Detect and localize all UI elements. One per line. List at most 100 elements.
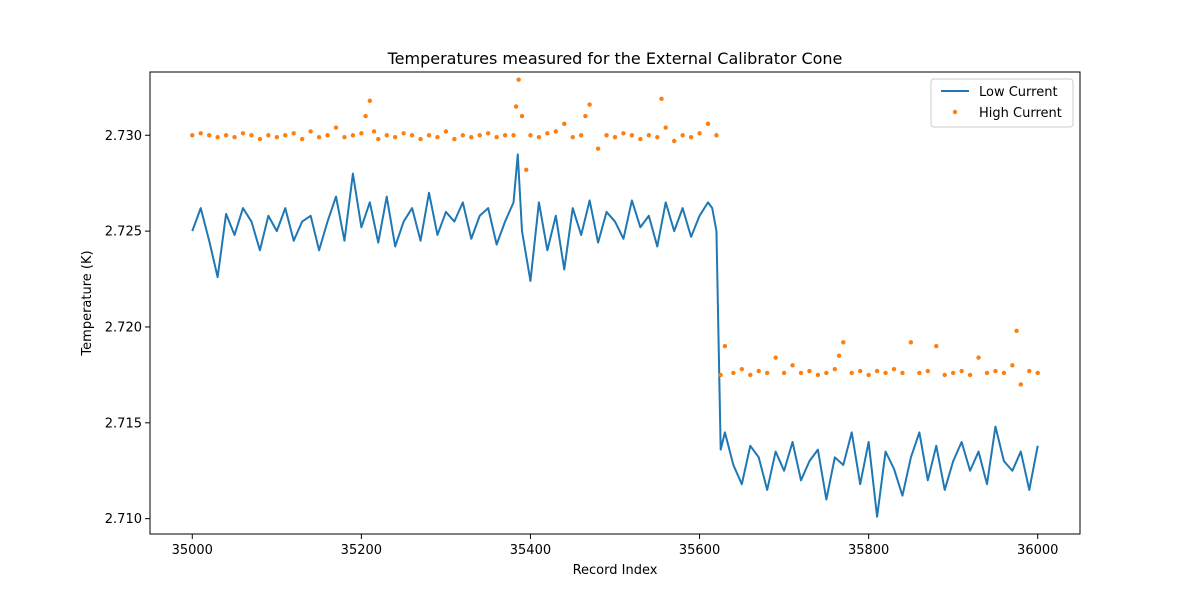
scatter-point-high-current <box>798 370 804 376</box>
scatter-point-high-current <box>570 134 575 140</box>
scatter-point-high-current <box>857 368 863 374</box>
scatter-point-high-current <box>718 372 723 378</box>
scatter-point-high-current <box>705 121 711 126</box>
chart-title: Temperatures measured for the External C… <box>387 49 843 68</box>
scatter-point-high-current <box>836 353 842 358</box>
scatter-point-high-current <box>815 372 821 378</box>
scatter-point-high-current <box>342 134 347 140</box>
scatter-point-high-current <box>316 134 322 140</box>
scatter-point-high-current <box>587 102 592 107</box>
scatter-point-high-current <box>502 133 508 138</box>
scatter-point-high-current <box>849 370 854 376</box>
scatter-point-high-current <box>198 131 203 136</box>
scatter-point-high-current <box>392 134 398 140</box>
scatter-point-high-current <box>984 370 990 376</box>
plot-series-group <box>190 77 1040 518</box>
scatter-point-high-current <box>435 134 440 140</box>
scatter-point-high-current <box>646 133 652 138</box>
scatter-point-high-current <box>731 370 736 376</box>
scatter-point-high-current <box>291 131 296 136</box>
scatter-point-high-current <box>714 133 719 138</box>
scatter-point-high-current <box>350 133 356 138</box>
scatter-point-high-current <box>223 133 229 138</box>
scatter-point-high-current <box>494 134 499 140</box>
scatter-point-high-current <box>663 125 668 130</box>
scatter-point-high-current <box>950 370 956 376</box>
scatter-point-high-current <box>993 368 998 374</box>
scatter-point-high-current <box>1018 382 1024 387</box>
x-tick-label: 35800 <box>848 543 889 558</box>
scatter-point-high-current <box>274 134 280 140</box>
scatter-point-high-current <box>583 113 588 119</box>
scatter-point-high-current <box>371 129 377 134</box>
x-tick-label: 35600 <box>679 543 720 558</box>
scatter-point-high-current <box>824 370 829 376</box>
scatter-point-high-current <box>562 121 567 126</box>
y-axis: 2.710 2.715 2.720 2.725 2.730 <box>105 129 150 527</box>
scatter-point-high-current <box>401 131 406 136</box>
scatter-point-high-current <box>976 355 981 360</box>
scatter-point-high-current <box>638 136 643 142</box>
x-tick-label: 36000 <box>1017 543 1058 558</box>
scatter-point-high-current <box>409 133 415 138</box>
scatter-point-high-current <box>190 133 195 138</box>
scatter-point-high-current <box>773 355 778 360</box>
legend-marker-high-current <box>952 109 958 115</box>
x-tick-label: 35400 <box>510 543 551 558</box>
scatter-point-high-current <box>790 363 795 368</box>
scatter-point-high-current <box>807 368 812 374</box>
y-tick-label: 2.710 <box>105 512 142 527</box>
y-axis-title: Temperature (K) <box>80 250 95 356</box>
scatter-point-high-current <box>266 133 271 138</box>
scatter-point-high-current <box>671 138 677 144</box>
scatter-point-high-current <box>553 129 559 134</box>
scatter-point-high-current <box>249 133 254 138</box>
scatter-point-high-current <box>655 134 660 140</box>
scatter-point-high-current <box>756 368 761 374</box>
scatter-point-high-current <box>967 372 973 378</box>
scatter-point-high-current <box>426 133 432 138</box>
scatter-point-high-current <box>359 131 364 136</box>
scatter-point-high-current <box>367 98 373 103</box>
scatter-point-high-current <box>1035 370 1040 376</box>
legend-label-low-current: Low Current <box>979 85 1058 100</box>
scatter-point-high-current <box>680 133 685 138</box>
scatter-point-high-current <box>384 133 389 138</box>
scatter-point-high-current <box>240 131 246 136</box>
scatter-point-high-current <box>688 134 694 140</box>
scatter-point-high-current <box>578 133 584 138</box>
scatter-point-high-current <box>697 131 702 136</box>
scatter-point-high-current <box>485 131 491 136</box>
scatter-point-high-current <box>519 113 525 119</box>
scatter-point-high-current <box>781 370 787 376</box>
scatter-point-high-current <box>595 146 601 151</box>
scatter-point-high-current <box>376 136 381 142</box>
scatter-point-high-current <box>469 134 474 140</box>
scatter-point-high-current <box>460 133 466 138</box>
y-tick-label: 2.720 <box>105 320 142 335</box>
scatter-point-high-current <box>299 136 305 142</box>
legend-label-high-current: High Current <box>979 106 1062 121</box>
scatter-point-high-current <box>748 372 753 378</box>
scatter-point-high-current <box>891 366 897 372</box>
x-axis-title: Record Index <box>573 563 658 578</box>
scatter-point-high-current <box>206 133 212 138</box>
scatter-point-high-current <box>215 134 220 140</box>
scatter-point-high-current <box>536 134 542 140</box>
series-line-low-current <box>191 153 1039 518</box>
scatter-point-high-current <box>722 343 728 349</box>
scatter-point-high-current <box>516 77 521 82</box>
scatter-point-high-current <box>629 133 635 138</box>
x-axis: 35000 35200 35400 35600 35800 36000 <box>172 534 1058 558</box>
scatter-point-high-current <box>900 370 905 376</box>
scatter-point-high-current <box>908 340 914 345</box>
scatter-point-high-current <box>934 343 939 349</box>
scatter-point-high-current <box>524 167 529 172</box>
scatter-point-high-current <box>308 129 313 134</box>
scatter-point-high-current <box>917 370 922 376</box>
scatter-point-high-current <box>925 368 931 374</box>
scatter-point-high-current <box>477 133 482 138</box>
scatter-point-high-current <box>333 125 339 130</box>
scatter-point-high-current <box>883 370 888 376</box>
